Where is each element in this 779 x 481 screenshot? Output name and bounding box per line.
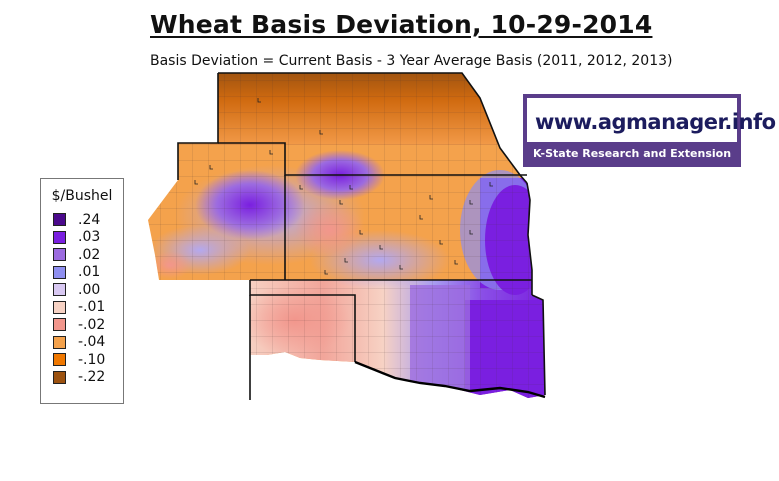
legend-label: .24: [78, 211, 101, 228]
legend-swatch: [53, 248, 66, 261]
map-title: Wheat Basis Deviation, 10-29-2014: [150, 10, 653, 39]
legend-item: -.10: [53, 351, 105, 368]
legend-item: .02: [53, 246, 100, 263]
legend-label: .00: [78, 281, 101, 298]
legend-swatch: [53, 283, 66, 296]
legend-swatch: [53, 300, 66, 314]
legend-swatch: [53, 230, 66, 244]
legend-item: -.02: [53, 316, 105, 333]
logo-org: K-State Research and Extension: [532, 147, 732, 160]
legend-label: -.04: [78, 334, 106, 350]
map-subtitle: Basis Deviation = Current Basis - 3 Year…: [150, 53, 673, 69]
legend-title: $/Bushel: [51, 188, 113, 204]
legend-label: .03: [78, 229, 101, 245]
elevator-markers: [194, 98, 493, 275]
legend-swatch: [53, 318, 66, 331]
legend-label: -.01: [78, 299, 106, 315]
legend-label: -.10: [78, 351, 106, 368]
legend-label: -.22: [78, 369, 106, 385]
state-boundaries: [177, 72, 546, 400]
red-river-boundary: [354, 360, 546, 399]
legend-swatch: [53, 370, 66, 384]
logo-band: [527, 142, 737, 163]
legend-label: .02: [78, 246, 101, 263]
legend-swatch: [53, 265, 66, 279]
legend-label: -.02: [78, 316, 106, 333]
agmanager-logo[interactable]: www.agmanager.info K-State Research and …: [523, 94, 776, 167]
legend-swatch: [53, 213, 66, 226]
legend-swatch: [53, 353, 66, 366]
legend-item: .00: [53, 281, 100, 298]
legend-label: .01: [78, 264, 101, 280]
legend-item: -.01: [53, 299, 105, 316]
legend-item: .24: [53, 211, 100, 228]
legend-item: .01: [53, 264, 100, 281]
map-fill: [148, 73, 545, 398]
legend: $/Bushel .24.03.02.01.00 -.01 -.02 -.04 -.10…: [40, 178, 124, 404]
logo-url: www.agmanager.info: [535, 110, 776, 134]
legend-item: -.22: [53, 369, 105, 386]
legend-item: .03: [53, 229, 100, 246]
legend-swatch: [53, 335, 66, 349]
legend-item: -.04: [53, 334, 105, 351]
